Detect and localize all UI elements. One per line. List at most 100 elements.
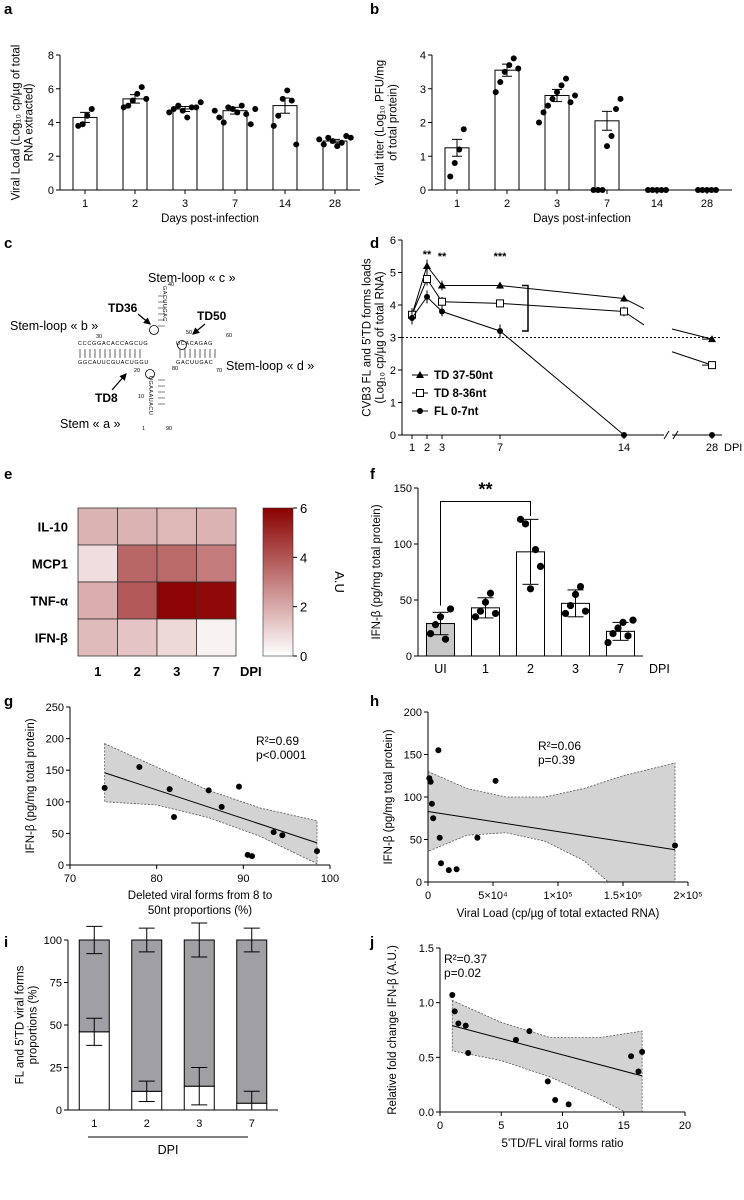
marker-square bbox=[708, 361, 716, 370]
data-point bbox=[247, 121, 254, 128]
x-tick-label: 3 bbox=[182, 198, 188, 210]
data-point bbox=[581, 607, 590, 615]
data-point bbox=[572, 92, 578, 99]
data-point bbox=[270, 122, 277, 129]
data-point bbox=[438, 860, 444, 867]
marker-dot bbox=[409, 315, 415, 321]
bar bbox=[494, 69, 520, 191]
significance-bracket bbox=[440, 500, 531, 606]
heatmap-col-label: 7 bbox=[213, 664, 220, 679]
panel-label-g: g bbox=[4, 693, 13, 710]
y-tick-label: 0 bbox=[390, 430, 396, 442]
data-point bbox=[316, 136, 323, 143]
nt-70: 70 bbox=[216, 368, 222, 374]
y-tick-label: 3 bbox=[420, 84, 426, 96]
heatmap-cell bbox=[156, 581, 197, 620]
data-point bbox=[624, 632, 632, 640]
x-tick-label: 28 bbox=[706, 442, 718, 454]
heatmap-row-label: IL-10 bbox=[38, 520, 68, 535]
panel-a: a 0 2 4 6 8 1 2 3 7 14 28 Days post-infection Viral L… bbox=[4, 1, 360, 225]
panel-h: h 0 50 100 150 200 0 5×10⁴ 1×10⁵ 1.5×10⁵ 2×10⁵ R²=0… bbox=[370, 693, 703, 920]
arrow-td36 bbox=[137, 313, 151, 325]
x-tick-label: 2×10⁵ bbox=[673, 890, 702, 902]
regression-line bbox=[452, 1025, 643, 1077]
data-point bbox=[545, 102, 551, 109]
data-point bbox=[205, 787, 212, 794]
data-point bbox=[549, 95, 556, 102]
data-point bbox=[343, 133, 350, 139]
data-point bbox=[279, 95, 286, 102]
arrow-td8 bbox=[111, 373, 127, 391]
heatmap-row-label: IFN-β bbox=[35, 631, 68, 646]
y-axis-label: RNA extracted) bbox=[24, 83, 36, 161]
data-point bbox=[79, 121, 86, 128]
data-point bbox=[243, 111, 250, 118]
legend-marker-square bbox=[416, 389, 424, 397]
nt-90: 90 bbox=[166, 426, 172, 432]
x-tick-label: 20 bbox=[679, 1120, 691, 1132]
data-point bbox=[334, 143, 341, 150]
y-axis-label: IFN-β (pg/mg total protein) bbox=[383, 729, 395, 864]
x-axis-label: Days post-infection bbox=[533, 213, 631, 225]
heatmap-cell bbox=[117, 544, 158, 583]
x-tick-label: 80 bbox=[151, 873, 163, 885]
heatmap-row-label: TNF-α bbox=[30, 594, 68, 609]
data-point bbox=[284, 87, 291, 94]
x-tick-label: 1 bbox=[482, 662, 489, 676]
data-point bbox=[238, 102, 245, 109]
x-tick-label: 10 bbox=[556, 1120, 568, 1132]
pairs-stem-d bbox=[179, 349, 216, 358]
y-tick-label: 2 bbox=[390, 365, 396, 377]
data-point bbox=[84, 112, 91, 119]
data-point bbox=[426, 630, 435, 638]
panel-label-e: e bbox=[4, 466, 12, 483]
data-point bbox=[436, 834, 443, 841]
heatmap-col-label: 2 bbox=[134, 664, 141, 679]
x-tick-label: 3 bbox=[196, 1118, 202, 1130]
data-point bbox=[347, 134, 354, 141]
data-point bbox=[252, 106, 259, 112]
x-tick-label: 7 bbox=[604, 198, 610, 210]
data-point bbox=[672, 842, 678, 849]
data-point bbox=[491, 609, 500, 618]
y-tick-label: 100 bbox=[46, 797, 64, 809]
data-point bbox=[462, 1022, 469, 1029]
data-point bbox=[492, 89, 499, 96]
heatmap-cell bbox=[196, 544, 237, 583]
y-tick-label: 1 bbox=[420, 151, 426, 163]
marker-dot bbox=[439, 308, 445, 315]
data-point bbox=[645, 187, 651, 193]
marker-dot bbox=[621, 432, 627, 438]
data-point bbox=[599, 187, 606, 193]
heatmap-cell bbox=[156, 507, 197, 546]
data-point bbox=[445, 867, 452, 874]
x-axis-label: DPI bbox=[724, 442, 742, 454]
marker-square bbox=[423, 275, 431, 283]
series-line-resume bbox=[671, 351, 713, 366]
series-line-break bbox=[623, 298, 645, 310]
panel-label-d: d bbox=[370, 235, 379, 252]
y-tick-label: 100 bbox=[394, 539, 412, 551]
panel-label-i: i bbox=[4, 934, 8, 951]
data-point bbox=[604, 638, 612, 647]
data-point bbox=[175, 102, 182, 109]
data-point bbox=[658, 187, 665, 193]
stat-annotation: R²=0.06 bbox=[538, 739, 581, 753]
nt-30: 30 bbox=[96, 334, 102, 340]
significance-label: ** bbox=[478, 479, 492, 499]
x-axis-label: Deleted viral forms from 8 to bbox=[128, 890, 272, 902]
marker-triangle bbox=[620, 294, 628, 302]
legend-label: FL 0-7nt bbox=[434, 406, 479, 418]
data-point bbox=[460, 126, 467, 133]
seq-top-left: CCCGGACACCAGCUG bbox=[78, 341, 148, 347]
data-point bbox=[220, 119, 227, 126]
panel-j: j 0.0 0.5 1.0 1.5 0 5 10 15 20 R²=0.37p=0.02 Relati… bbox=[369, 934, 691, 1150]
x-tick-label: 14 bbox=[279, 198, 291, 210]
data-point bbox=[506, 62, 513, 69]
bar bbox=[544, 95, 570, 191]
data-point bbox=[536, 119, 542, 126]
y-tick-label: 8 bbox=[48, 50, 54, 62]
data-point bbox=[88, 106, 95, 112]
stat-annotation: p=0.02 bbox=[444, 966, 481, 980]
